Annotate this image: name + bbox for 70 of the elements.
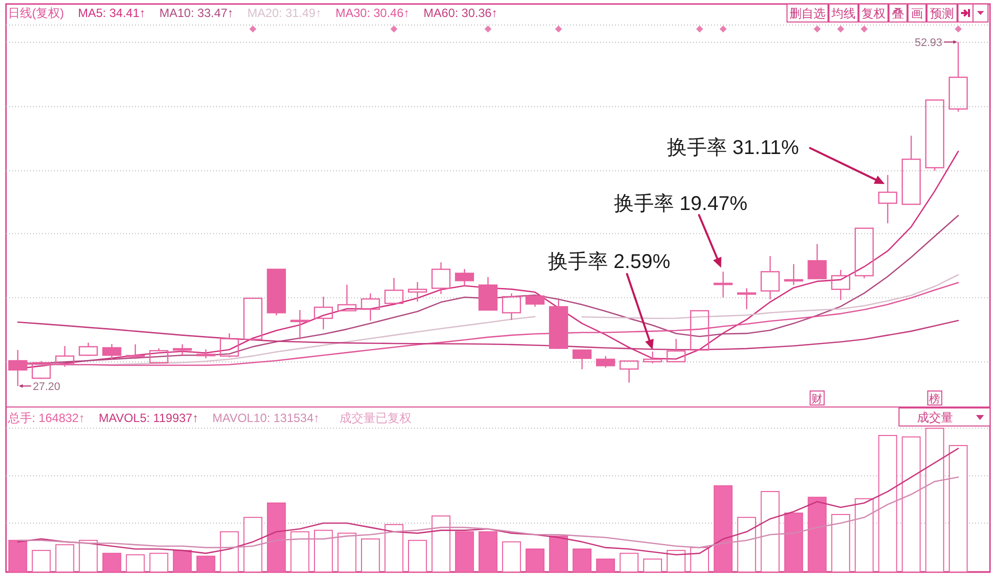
bar: [878, 434, 898, 572]
candlestick: [290, 309, 310, 340]
bar: [361, 538, 380, 572]
chart-title: 日线(复权): [8, 6, 64, 20]
bar: [714, 485, 733, 572]
bar: [572, 548, 592, 572]
bar: [220, 531, 239, 572]
text: MA30: 30.46↑: [335, 6, 410, 20]
bar: [808, 496, 827, 572]
candlestick: [314, 296, 333, 330]
text: MAVOL5: 119937↑: [98, 411, 198, 425]
candlestick: [172, 344, 192, 356]
candlestick: [784, 263, 804, 286]
text: MA5: 34.41↑: [78, 6, 146, 20]
text: 叠: [892, 6, 904, 20]
bar: [760, 491, 780, 572]
annotation: 27.20: [32, 381, 60, 393]
text: 总手: 164832↑: [7, 411, 85, 425]
bar: [643, 558, 662, 572]
annotation: 换手率 2.59%: [548, 251, 670, 273]
bar: [102, 552, 122, 572]
bar: [32, 550, 51, 572]
text: 成交量: [917, 410, 953, 424]
bar: [384, 524, 404, 572]
bar: [784, 512, 804, 572]
candlestick: [831, 269, 850, 301]
bar: [196, 556, 216, 572]
bar: [854, 498, 874, 572]
bar: [432, 515, 450, 572]
annotation: 52.93: [914, 37, 942, 49]
bar: [737, 516, 756, 572]
bar: [314, 530, 333, 572]
candlestick: [714, 271, 733, 298]
bar: [478, 531, 498, 572]
bar: [925, 428, 944, 572]
text: MAVOL10: 131534↑: [212, 411, 320, 425]
bar: [126, 554, 145, 572]
text: MA60: 30.36↑: [424, 6, 498, 20]
bar: [149, 552, 168, 572]
bar: [831, 514, 850, 572]
bar: [78, 540, 98, 572]
bar: [948, 445, 968, 572]
annotation: 换手率 31.11%: [667, 137, 800, 159]
bar: [172, 550, 192, 572]
text: 删自选: [790, 6, 826, 20]
bar: [549, 536, 568, 572]
text: MA20: 31.49↑: [247, 6, 322, 20]
bar: [55, 544, 74, 572]
bar: [690, 547, 710, 572]
text: 复权: [862, 6, 886, 20]
bar: [243, 516, 262, 572]
bar: [290, 531, 310, 572]
bar: [620, 552, 639, 572]
text: 画: [911, 6, 923, 20]
bar: [337, 532, 356, 572]
bar: [596, 558, 615, 572]
bar: [502, 541, 521, 572]
bar: [455, 531, 474, 572]
bar: [408, 540, 427, 572]
annotation: 换手率 19.47%: [614, 193, 748, 215]
bar: [266, 502, 286, 572]
text: 成交量已复权: [340, 411, 412, 425]
text: 预测: [930, 6, 954, 20]
bar: [8, 540, 28, 572]
bar: [902, 436, 921, 572]
bar: [666, 550, 686, 572]
bar: [526, 548, 544, 572]
candlestick: [102, 343, 122, 361]
text: MA10: 33.47↑: [159, 6, 234, 20]
text: 均线: [830, 6, 856, 20]
